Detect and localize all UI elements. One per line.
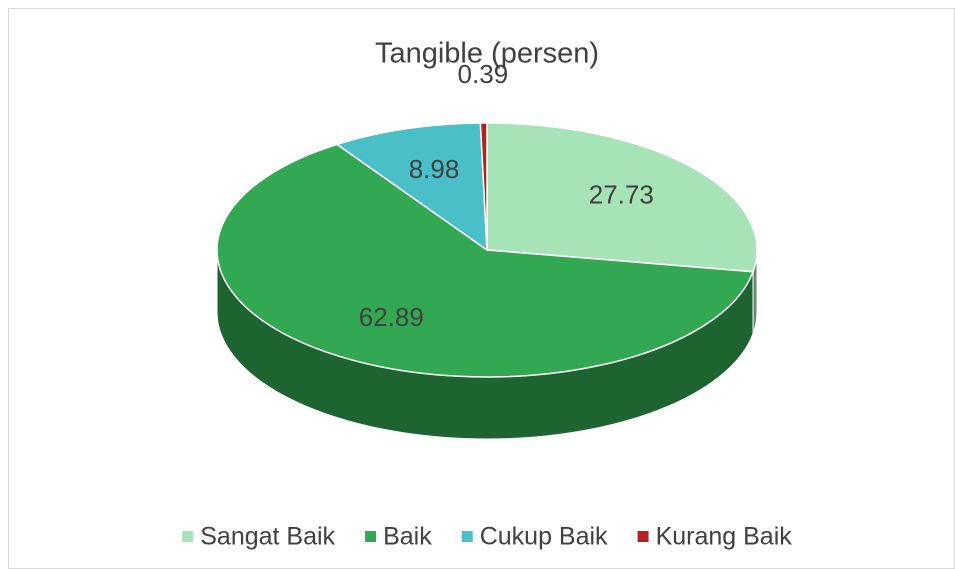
- legend-swatch: [182, 531, 194, 542]
- data-label: 62.89: [359, 302, 424, 332]
- slice: [486, 122, 758, 273]
- slice: [479, 122, 488, 251]
- slice: [216, 143, 755, 378]
- slice: [335, 122, 488, 252]
- legend-swatch: [461, 531, 473, 542]
- legend-label: Kurang Baik: [656, 523, 793, 551]
- legend-label: Baik: [383, 523, 432, 551]
- legend: Sangat Baik Baik Cukup Baik Kurang Baik: [182, 523, 792, 551]
- data-label: 27.73: [589, 180, 654, 210]
- chart-title: Tangible (persen): [375, 38, 599, 70]
- legend-label: Cukup Baik: [480, 523, 608, 551]
- data-label: 0.39: [458, 59, 509, 89]
- legend-swatch: [365, 531, 377, 542]
- data-label: 8.98: [409, 154, 460, 184]
- legend-swatch: [637, 531, 649, 542]
- legend-label: Sangat Baik: [200, 523, 335, 551]
